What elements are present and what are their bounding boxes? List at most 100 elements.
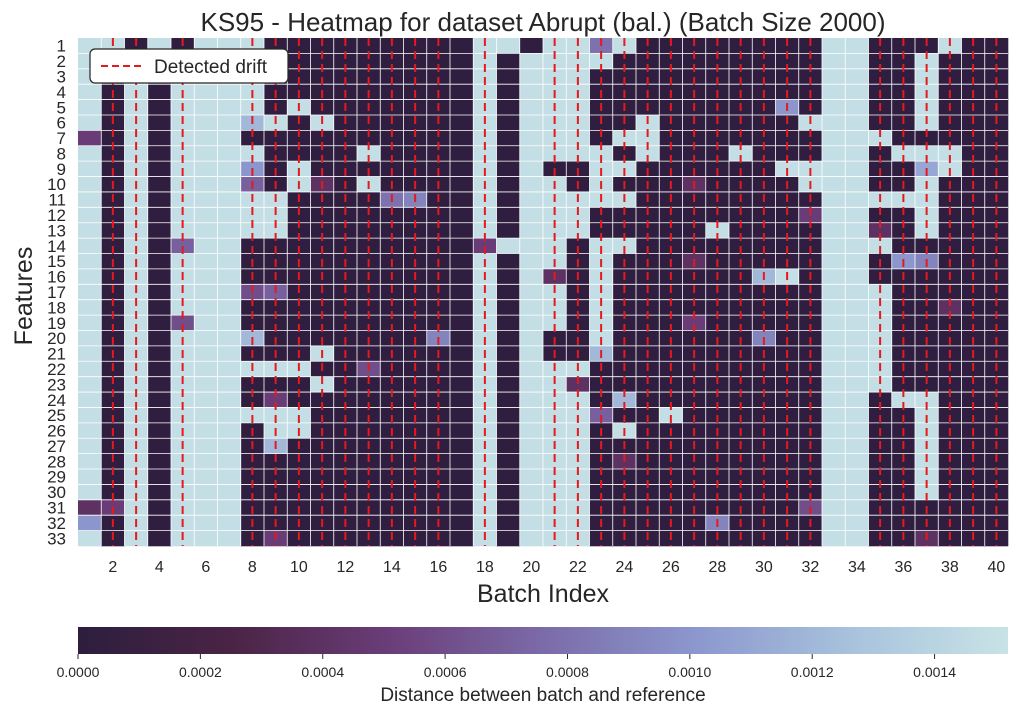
heatmap-cell: [496, 361, 521, 377]
heatmap-cell: [729, 469, 753, 485]
heatmap-cell: [543, 299, 567, 316]
heatmap-cell: [682, 469, 707, 485]
heatmap-cell: [636, 376, 660, 393]
heatmap-cell: [450, 238, 474, 254]
heatmap-cell: [124, 130, 149, 147]
heatmap-cell: [287, 376, 311, 393]
heatmap-cell: [101, 145, 125, 162]
heatmap-cell: [566, 130, 590, 147]
heatmap-cell: [984, 238, 1009, 254]
heatmap-cell: [984, 469, 1009, 485]
heatmap-cell: [961, 68, 986, 85]
heatmap-cell: [519, 253, 544, 270]
heatmap-cell: [333, 207, 358, 224]
y-tick-label: 8: [57, 144, 66, 163]
heatmap-cell: [822, 253, 846, 270]
heatmap-cell: [78, 238, 102, 254]
heatmap-cell: [845, 176, 869, 193]
heatmap-cell: [589, 207, 614, 224]
heatmap-cell: [426, 130, 451, 147]
y-tick-label: 4: [57, 83, 66, 102]
heatmap-cell: [217, 222, 242, 239]
x-tick-label: 20: [522, 559, 540, 576]
heatmap-cell: [496, 253, 521, 270]
heatmap-cell: [961, 145, 986, 162]
heatmap-cell: [543, 469, 567, 485]
heatmap-cell: [217, 484, 242, 501]
x-tick-label: 4: [155, 559, 164, 576]
heatmap-cell: [938, 145, 962, 162]
heatmap-cell: [589, 299, 614, 316]
heatmap-cell: [496, 530, 521, 547]
heatmap-cell: [147, 176, 172, 193]
heatmap-cell: [147, 284, 172, 300]
heatmap-cell: [124, 392, 149, 408]
heatmap-cell: [496, 515, 521, 531]
heatmap-cell: [310, 376, 335, 393]
heatmap-cell: [496, 176, 521, 193]
x-tick-label: 24: [615, 559, 633, 576]
heatmap-cell: [636, 315, 660, 331]
heatmap-cell: [450, 484, 474, 501]
heatmap-cell: [240, 469, 265, 485]
y-tick-label: 1: [57, 37, 66, 56]
heatmap-cell: [380, 484, 404, 501]
heatmap-cell: [101, 469, 125, 485]
heatmap-cell: [217, 376, 242, 393]
heatmap-cell: [519, 284, 544, 300]
heatmap-cell: [380, 238, 404, 254]
heatmap-cell: [589, 484, 614, 501]
heatmap-cell: [775, 130, 800, 147]
heatmap-cell: [729, 315, 753, 331]
heatmap-cell: [450, 99, 474, 116]
heatmap-cell: [357, 68, 381, 85]
heatmap-cell: [473, 315, 497, 331]
heatmap-cell: [496, 161, 521, 177]
heatmap-cell: [961, 392, 986, 408]
heatmap-cell: [961, 222, 986, 239]
drift-lines: [111, 38, 998, 546]
x-tick-labels: 2 4 6 8 10 12 14 16 18 20 22 24 26 28 30 32 34 36 38 40: [108, 559, 1005, 576]
heatmap-cell: [78, 284, 102, 300]
heatmap-cell: [450, 222, 474, 239]
heatmap-cell: [845, 284, 869, 300]
heatmap-cell: [891, 130, 916, 147]
heatmap-cell: [496, 330, 521, 347]
heatmap-cell: [729, 68, 753, 85]
heatmap-cell: [287, 299, 311, 316]
heatmap-cell: [775, 53, 800, 70]
heatmap-cell: [915, 299, 939, 316]
y-tick-label: 30: [47, 483, 66, 502]
heatmap-cell: [450, 530, 474, 547]
heatmap-cell: [589, 376, 614, 393]
heatmap-cell: [240, 376, 265, 393]
heatmap-cell: [264, 299, 288, 316]
heatmap-cell: [426, 222, 451, 239]
heatmap-cell: [171, 376, 195, 393]
heatmap-cell: [194, 438, 218, 454]
heatmap-cell: [450, 114, 474, 131]
heatmap-cell: [682, 315, 707, 331]
heatmap-cell: [78, 299, 102, 316]
heatmap-cell: [450, 84, 474, 100]
heatmap-cell: [240, 130, 265, 147]
heatmap-cell: [868, 145, 893, 162]
heatmap-cell: [450, 361, 474, 377]
heatmap-cell: [333, 53, 358, 70]
heatmap-cell: [403, 315, 428, 331]
heatmap-cell: [217, 130, 242, 147]
heatmap-cell: [101, 222, 125, 239]
heatmap-cell: [450, 422, 474, 439]
heatmap-cell: [519, 238, 544, 254]
heatmap-cell: [519, 376, 544, 393]
heatmap-cell: [333, 238, 358, 254]
heatmap-cell: [659, 484, 683, 501]
heatmap-cell: [147, 530, 172, 547]
heatmap-cell: [194, 422, 218, 439]
heatmap-cell: [752, 222, 776, 239]
heatmap-cell: [566, 376, 590, 393]
heatmap-cell: [403, 238, 428, 254]
heatmap-cell: [938, 392, 962, 408]
heatmap-cell: [473, 484, 497, 501]
heatmap-cell: [403, 207, 428, 224]
